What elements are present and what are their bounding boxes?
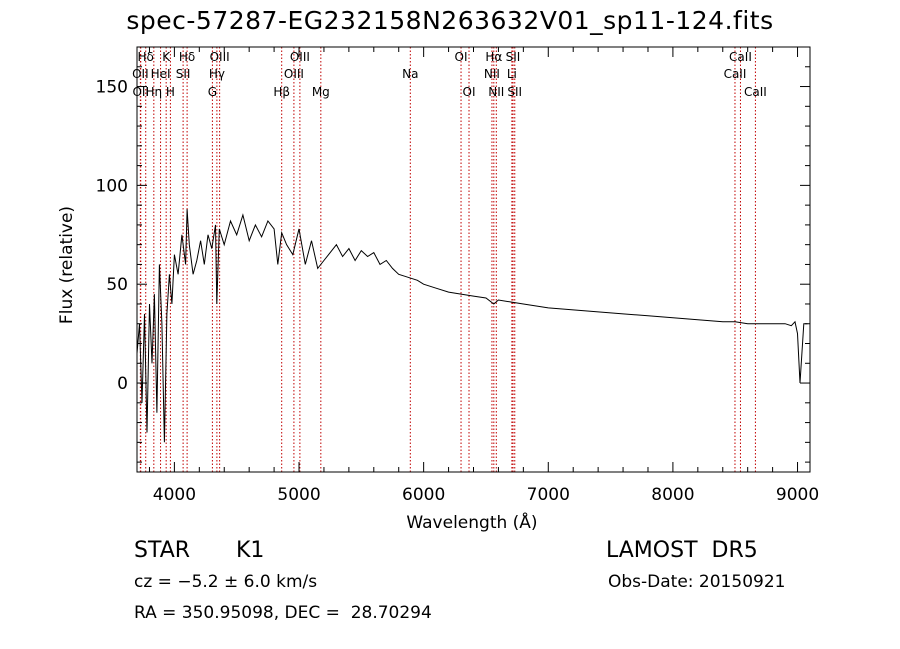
survey-release: LAMOST DR5 bbox=[606, 538, 758, 563]
object-type: STAR bbox=[134, 538, 191, 563]
line-label: Hγ bbox=[209, 67, 225, 81]
line-label: Hδ bbox=[138, 50, 154, 64]
line-label: Hη bbox=[146, 85, 163, 99]
line-label: K bbox=[162, 50, 171, 64]
line-label: Li bbox=[507, 67, 517, 81]
line-label: OI bbox=[455, 50, 468, 64]
x-tick-label: 6000 bbox=[402, 485, 445, 505]
line-label: SII bbox=[507, 85, 522, 99]
axis-ticks bbox=[137, 47, 810, 472]
y-axis-label: Flux (relative) bbox=[57, 206, 77, 324]
chart-title: spec-57287-EG232158N263632V01_sp11-124.f… bbox=[126, 6, 774, 35]
plot-frame bbox=[136, 46, 811, 473]
spectral-line-labels: Hδ K Hδ OIII OIII OI Hα SII CaII OII HeI SII Hγ OIII N… bbox=[132, 50, 767, 99]
sky-coordinates: RA = 350.95098, DEC = 28.70294 bbox=[134, 603, 432, 623]
line-label: CaII bbox=[724, 67, 747, 81]
line-label: SII bbox=[176, 67, 191, 81]
line-label: OII bbox=[132, 67, 149, 81]
line-label: OIII bbox=[290, 50, 310, 64]
x-tick-label: 4000 bbox=[153, 485, 196, 505]
line-label: NII bbox=[488, 85, 504, 99]
line-label: CaII bbox=[729, 50, 752, 64]
y-axis-tick-labels: 0 50 100 150 bbox=[96, 78, 128, 395]
object-subclass: K1 bbox=[236, 538, 265, 563]
line-label: Hδ bbox=[179, 50, 195, 64]
y-tick-label: 50 bbox=[106, 275, 128, 295]
line-label: G bbox=[208, 85, 217, 99]
x-tick-label: 8000 bbox=[651, 485, 694, 505]
line-label: H bbox=[166, 85, 175, 99]
spectrum-series-line bbox=[136, 209, 808, 443]
redshift-velocity: cz = −5.2 ± 6.0 km/s bbox=[134, 572, 318, 592]
y-tick-label: 100 bbox=[96, 176, 128, 196]
observation-date: Obs-Date: 20150921 bbox=[608, 572, 786, 592]
line-label: CaII bbox=[744, 85, 767, 99]
line-label: OI bbox=[463, 85, 476, 99]
line-label: OIII bbox=[284, 67, 304, 81]
line-label: Hβ bbox=[273, 85, 290, 99]
y-tick-label: 0 bbox=[117, 374, 128, 394]
line-label: Na bbox=[402, 67, 418, 81]
line-label: SII bbox=[506, 50, 521, 64]
x-tick-label: 5000 bbox=[277, 485, 320, 505]
x-tick-label: 7000 bbox=[527, 485, 570, 505]
x-tick-label: 9000 bbox=[776, 485, 819, 505]
spectral-line-markers bbox=[139, 47, 756, 472]
y-tick-label: 150 bbox=[96, 78, 128, 98]
line-label: Mg bbox=[312, 85, 330, 99]
x-axis-tick-labels: 4000 5000 6000 7000 8000 9000 bbox=[153, 485, 819, 505]
line-label: HeI bbox=[151, 67, 171, 81]
line-label: NII bbox=[484, 67, 500, 81]
x-axis-label: Wavelength (Å) bbox=[406, 511, 537, 533]
line-label: Hα bbox=[485, 50, 502, 64]
line-label: OIII bbox=[210, 50, 230, 64]
